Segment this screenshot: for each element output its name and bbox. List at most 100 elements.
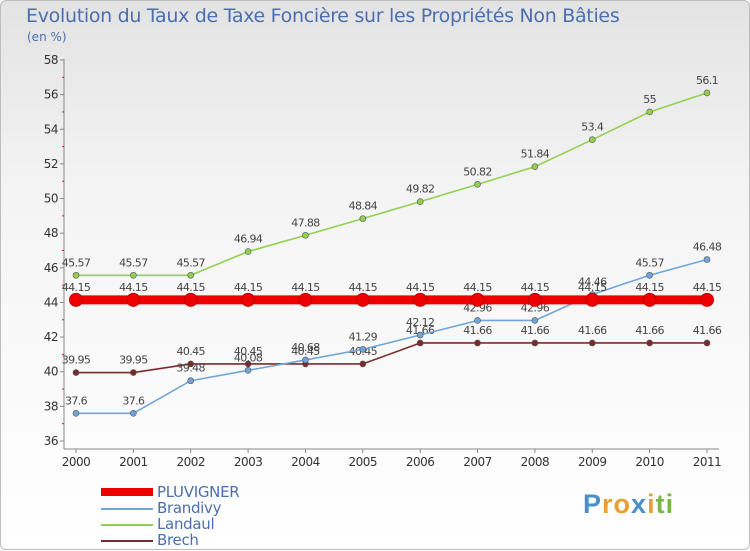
data-label-landaul: 49.82 bbox=[406, 183, 435, 196]
data-point-pluvigner bbox=[69, 292, 83, 307]
x-tick-label: 2009 bbox=[578, 455, 607, 469]
data-label-pluvigner: 44.15 bbox=[119, 281, 148, 294]
data-point-brech bbox=[416, 339, 424, 347]
data-point-landaul bbox=[130, 271, 137, 279]
data-label-landaul: 51.84 bbox=[521, 148, 550, 161]
data-point-pluvigner bbox=[642, 292, 657, 307]
data-point-pluvigner bbox=[413, 292, 428, 307]
series-line-landaul bbox=[75, 92, 708, 277]
x-tick-label: 2003 bbox=[234, 455, 263, 469]
logo-letter: o bbox=[613, 489, 632, 519]
data-point-pluvigner bbox=[700, 292, 714, 307]
data-label-brandivy: 40.68 bbox=[291, 341, 320, 354]
data-point-brech bbox=[187, 360, 195, 368]
y-tick-label: 58 bbox=[44, 53, 58, 67]
data-point-brandivy bbox=[359, 346, 367, 353]
y-tick-label: 56 bbox=[44, 88, 58, 102]
data-point-landaul bbox=[531, 163, 539, 170]
y-tick-label: 42 bbox=[44, 330, 58, 344]
data-point-landaul bbox=[302, 231, 309, 239]
data-label-brandivy: 39.48 bbox=[176, 362, 205, 375]
y-tick-label: 40 bbox=[44, 365, 58, 379]
y-tick-label: 48 bbox=[44, 226, 58, 240]
data-point-brandivy bbox=[474, 317, 481, 324]
y-tick-label: 52 bbox=[44, 157, 58, 171]
data-point-landaul bbox=[244, 248, 252, 255]
data-label-brandivy: 37.6 bbox=[122, 394, 145, 407]
logo-letter: P bbox=[583, 489, 603, 519]
data-label-pluvigner: 44.15 bbox=[635, 281, 664, 294]
data-label-brech: 41.66 bbox=[578, 324, 607, 337]
data-point-brech bbox=[244, 360, 252, 368]
data-label-brech: 40.45 bbox=[176, 345, 205, 358]
data-point-brandivy bbox=[646, 271, 653, 279]
data-point-pluvigner bbox=[241, 292, 256, 307]
data-label-landaul: 50.82 bbox=[463, 165, 492, 178]
legend-label-landaul: Landaul bbox=[157, 515, 215, 533]
data-point-landaul bbox=[416, 198, 424, 205]
data-label-brandivy: 46.48 bbox=[693, 241, 722, 254]
y-tick-label: 46 bbox=[44, 261, 58, 275]
data-point-brandivy bbox=[130, 409, 137, 417]
chart-subtitle: (en %) bbox=[27, 30, 67, 44]
legend-swatch-brech bbox=[101, 540, 153, 542]
data-point-brandivy bbox=[187, 377, 195, 385]
data-label-landaul: 45.57 bbox=[62, 256, 91, 269]
data-label-pluvigner: 44.15 bbox=[406, 281, 435, 294]
proxiti-logo: Proxiti bbox=[583, 489, 674, 520]
data-label-pluvigner: 44.15 bbox=[234, 281, 263, 294]
data-point-pluvigner bbox=[298, 292, 313, 307]
logo-letter: i bbox=[665, 489, 675, 519]
data-label-landaul: 55 bbox=[643, 93, 656, 106]
data-label-pluvigner: 44.15 bbox=[693, 281, 722, 294]
data-label-landaul: 45.57 bbox=[119, 256, 148, 269]
data-label-landaul: 47.88 bbox=[291, 216, 320, 229]
legend-swatch-pluvigner bbox=[101, 488, 153, 496]
data-point-pluvigner bbox=[527, 292, 542, 307]
x-tick-label: 2005 bbox=[349, 455, 378, 469]
data-point-brech bbox=[474, 339, 481, 347]
x-tick-label: 2008 bbox=[521, 455, 550, 469]
data-point-landaul bbox=[72, 271, 80, 279]
data-point-brech bbox=[646, 339, 653, 347]
data-label-brech: 40.45 bbox=[291, 345, 320, 358]
data-label-pluvigner: 44.15 bbox=[578, 281, 607, 294]
data-point-landaul bbox=[703, 89, 711, 97]
data-point-pluvigner bbox=[355, 292, 370, 307]
legend-swatch-brandivy bbox=[101, 508, 153, 510]
data-label-brech: 39.95 bbox=[119, 354, 148, 367]
data-label-brandivy: 44.46 bbox=[578, 275, 607, 288]
data-label-pluvigner: 44.15 bbox=[176, 281, 205, 294]
data-point-brandivy bbox=[531, 317, 539, 324]
data-point-landaul bbox=[359, 215, 367, 222]
data-point-landaul bbox=[588, 136, 596, 143]
data-label-pluvigner: 44.15 bbox=[463, 281, 492, 294]
x-tick-label: 2007 bbox=[463, 455, 492, 469]
data-label-pluvigner: 44.15 bbox=[62, 281, 91, 294]
logo-letter: t bbox=[655, 489, 666, 519]
x-tick-label: 2004 bbox=[291, 455, 320, 469]
y-tick-label: 44 bbox=[44, 295, 58, 309]
data-point-pluvigner bbox=[585, 292, 600, 307]
data-label-brandivy: 42.96 bbox=[521, 301, 550, 314]
data-label-pluvigner: 44.15 bbox=[521, 281, 550, 294]
logo-letter: x bbox=[631, 489, 648, 519]
chart-title: Evolution du Taux de Taxe Foncière sur l… bbox=[26, 5, 620, 27]
data-label-pluvigner: 44.15 bbox=[291, 281, 320, 294]
data-label-landaul: 46.94 bbox=[234, 233, 263, 246]
x-tick-label: 2002 bbox=[176, 455, 205, 469]
data-point-brandivy bbox=[244, 367, 252, 374]
data-point-brech bbox=[72, 369, 80, 376]
data-point-brech bbox=[588, 339, 596, 347]
y-tick-label: 38 bbox=[44, 399, 58, 413]
data-label-landaul: 45.57 bbox=[176, 256, 205, 269]
data-point-brech bbox=[531, 339, 539, 347]
y-tick-label: 54 bbox=[44, 122, 58, 136]
data-label-brech: 41.66 bbox=[693, 324, 722, 337]
data-point-brandivy bbox=[72, 409, 80, 417]
data-label-landaul: 53.4 bbox=[581, 121, 604, 134]
x-tick-label: 2006 bbox=[406, 455, 435, 469]
y-tick-label: 36 bbox=[44, 434, 58, 448]
